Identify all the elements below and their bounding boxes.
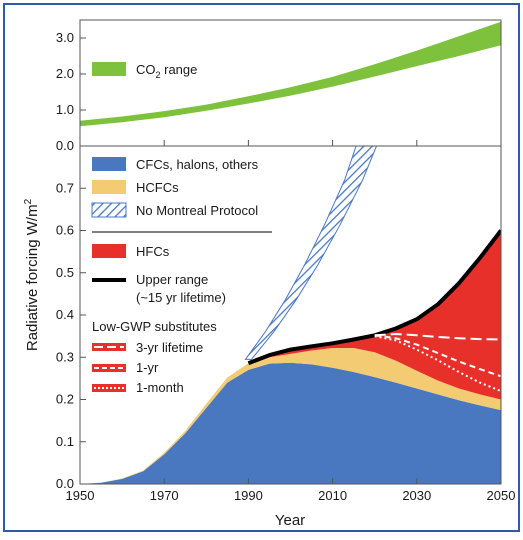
x-tick-label: 1990 — [234, 488, 263, 503]
hfc-legend-swatch — [92, 244, 126, 258]
upper-range-legend-label: Upper range — [136, 272, 208, 287]
hfc-legend-label: HFCs — [136, 244, 170, 259]
upper-range-legend-label-2: (~15 yr lifetime) — [136, 290, 226, 305]
hcfc-legend-label: HCFCs — [136, 180, 179, 195]
co2-legend-swatch — [92, 62, 126, 76]
three-yr-lifetime-line — [374, 332, 501, 341]
top-y-tick-label: 1.0 — [56, 102, 74, 117]
bottom-y-tick-label: 0.2 — [56, 392, 74, 407]
co2-legend-subscript: 2 — [156, 70, 161, 80]
co2-legend-suffix: range — [161, 62, 198, 77]
top-y-tick-label: 3.0 — [56, 30, 74, 45]
low-gwp-subheading: Low-GWP substitutes — [92, 319, 217, 334]
hcfc-legend-swatch — [92, 180, 126, 194]
hcfc-area — [80, 348, 501, 484]
bottom-y-tick-label: 0.6 — [56, 223, 74, 238]
cfc-area — [80, 362, 501, 484]
co2-legend-label: CO — [136, 62, 156, 77]
bottom-y-tick-label: 0.4 — [56, 307, 74, 322]
bottom-y-tick-label: 0.1 — [56, 434, 74, 449]
bottom-y-tick-label: 0.5 — [56, 265, 74, 280]
x-tick-label: 2010 — [318, 488, 347, 503]
one-yr-line — [374, 334, 501, 378]
y-axis-title-text: Radiative forcing W/m — [24, 204, 41, 351]
co2-legend: CO2 range — [92, 62, 197, 80]
hfc-area — [248, 230, 501, 400]
bottom-y-tick-label: 0.3 — [56, 349, 74, 364]
y-axis-title: Radiative forcing W/m2 — [23, 198, 41, 351]
one-month-legend-swatch — [92, 384, 126, 392]
outer-border — [3, 3, 520, 532]
one-yr-legend-label: 1-yr — [136, 360, 159, 375]
svg-text:CO2 range: CO2 range — [136, 62, 197, 80]
x-tick-label: 1970 — [150, 488, 179, 503]
one-month-line — [374, 335, 501, 393]
x-tick-label: 1950 — [66, 488, 95, 503]
one-month-legend-label: 1-month — [136, 380, 184, 395]
x-tick-label: 2050 — [487, 488, 516, 503]
cfc-legend-swatch — [92, 157, 126, 171]
cfc-legend-label: CFCs, halons, others — [136, 157, 259, 172]
bottom-y-tick-label: 0.0 — [56, 476, 74, 491]
x-axis-title: Year — [275, 512, 305, 529]
top-y-tick-label: 2.0 — [56, 66, 74, 81]
no-montreal-band — [244, 146, 378, 360]
bottom-y-tick-label: 0.7 — [56, 180, 74, 195]
no-montreal-legend-swatch — [91, 202, 127, 218]
no-montreal-legend-label: No Montreal Protocol — [136, 203, 258, 218]
top-y-tick-label: 0.0 — [56, 138, 74, 153]
top-plot-frame — [79, 19, 502, 147]
three-yr-legend-label: 3-yr lifetime — [136, 340, 203, 355]
y-axis-title-superscript: 2 — [23, 198, 34, 204]
forcing-legend: CFCs, halons, others HCFCs No Montreal P… — [91, 157, 272, 395]
one-yr-legend-swatch — [92, 364, 126, 372]
x-tick-label: 2030 — [402, 488, 431, 503]
